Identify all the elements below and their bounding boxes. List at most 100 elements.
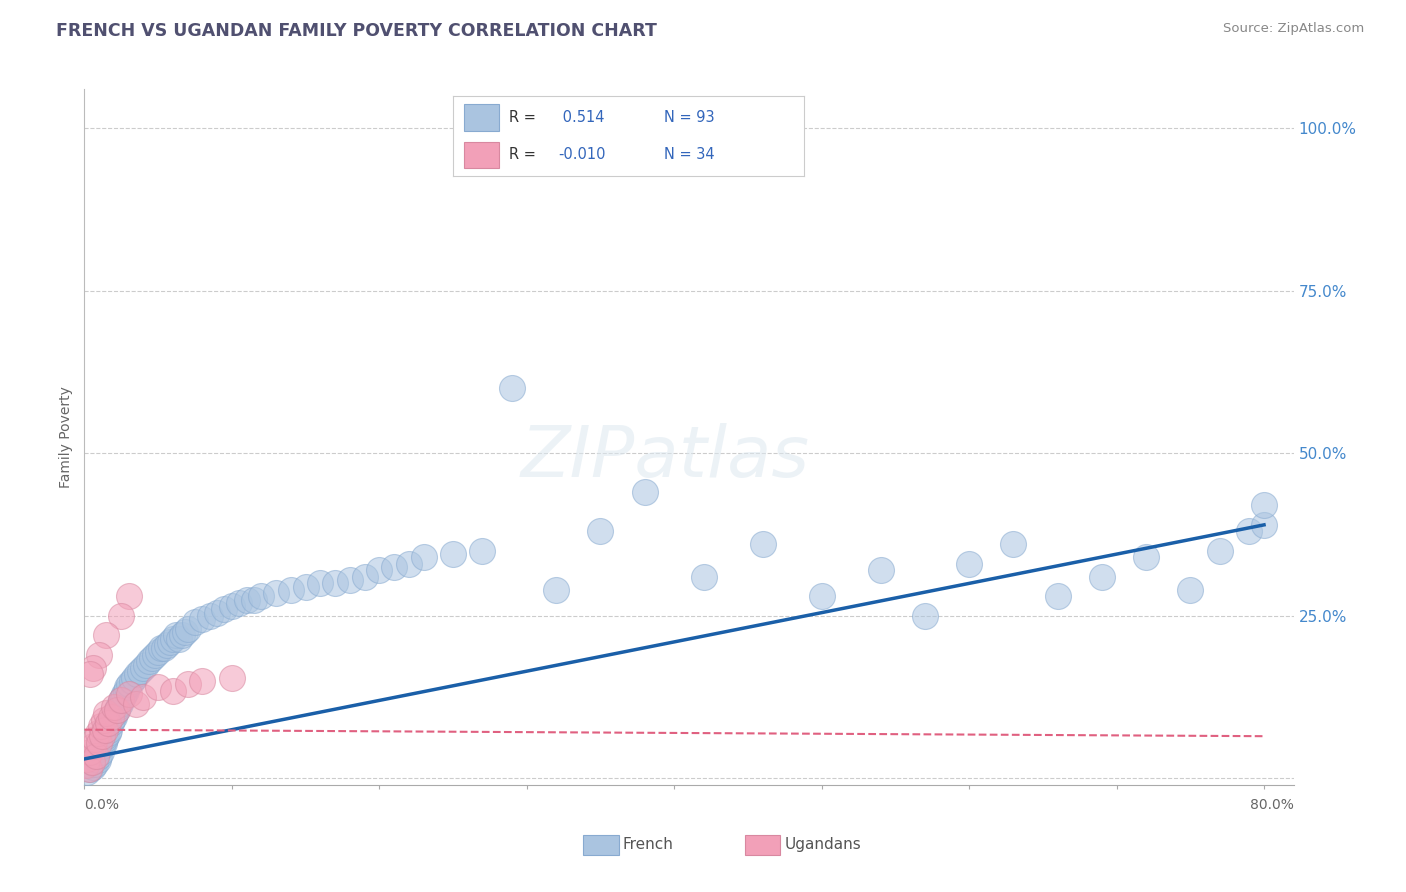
Point (176, 622, 198, 636)
Point (1046, 590, 1069, 604)
Point (96, 706, 118, 721)
Text: ZIPatlas: ZIPatlas (520, 424, 810, 492)
Point (127, 667, 149, 681)
Point (86, 726, 108, 740)
Point (173, 625, 195, 640)
Point (228, 596, 250, 610)
Point (110, 693, 132, 707)
Point (76, 752, 98, 766)
Point (280, 582, 302, 597)
Point (138, 654, 160, 668)
Point (87, 736, 110, 750)
Point (98, 723, 121, 737)
Point (692, 570, 714, 584)
Point (94, 732, 117, 747)
Text: 0.0%: 0.0% (84, 798, 120, 813)
Point (107, 700, 129, 714)
Point (1239, 524, 1261, 539)
Point (471, 544, 494, 558)
Point (114, 683, 136, 698)
Point (1135, 550, 1157, 565)
Point (339, 573, 361, 587)
Point (1209, 544, 1232, 558)
Point (198, 608, 221, 623)
Point (76, 764, 98, 779)
Point (111, 690, 134, 705)
Point (957, 557, 980, 571)
Point (132, 661, 155, 675)
Point (105, 703, 128, 717)
Point (129, 664, 152, 678)
Point (184, 615, 207, 630)
Point (96, 628, 118, 642)
Point (914, 608, 936, 623)
Point (82, 739, 104, 753)
Text: French: French (623, 838, 673, 852)
Point (124, 671, 146, 685)
Point (117, 687, 139, 701)
Point (90, 719, 112, 733)
Point (93, 713, 115, 727)
Point (132, 690, 155, 705)
Text: Ugandans: Ugandans (785, 838, 862, 852)
Point (1180, 582, 1202, 597)
Point (546, 582, 568, 597)
Point (80, 755, 103, 769)
Point (104, 706, 127, 721)
Point (96, 729, 118, 743)
Point (105, 703, 128, 717)
Point (100, 709, 122, 723)
Point (1091, 570, 1114, 584)
Point (108, 697, 131, 711)
Point (294, 580, 316, 594)
Point (83, 732, 105, 747)
Point (94, 723, 117, 737)
Point (79, 746, 101, 760)
Point (100, 716, 122, 731)
Point (146, 681, 169, 695)
Point (634, 485, 657, 500)
Point (235, 592, 257, 607)
Point (103, 700, 125, 714)
Point (323, 576, 346, 591)
Text: 80.0%: 80.0% (1250, 798, 1294, 813)
Y-axis label: Family Poverty: Family Poverty (59, 386, 73, 488)
Point (141, 651, 163, 665)
Point (214, 602, 236, 616)
Point (82, 661, 104, 675)
Point (135, 657, 157, 672)
Point (87, 748, 110, 763)
Point (162, 683, 184, 698)
Point (205, 606, 228, 620)
Point (87, 648, 110, 662)
Point (221, 599, 243, 614)
Point (150, 641, 173, 656)
Point (1253, 499, 1275, 513)
Point (101, 713, 124, 727)
Point (191, 673, 214, 688)
Point (97, 716, 120, 731)
Point (96, 719, 118, 733)
Point (121, 673, 143, 688)
Point (1253, 517, 1275, 532)
Point (159, 635, 181, 649)
Point (82, 760, 104, 774)
Point (143, 648, 166, 662)
Point (368, 563, 391, 577)
Point (112, 687, 135, 701)
Point (167, 632, 190, 646)
Point (75, 758, 97, 772)
Point (93, 736, 115, 750)
Point (810, 590, 832, 604)
Point (153, 641, 176, 656)
Point (382, 560, 405, 574)
Text: Source: ZipAtlas.com: Source: ZipAtlas.com (1223, 22, 1364, 36)
Point (250, 590, 273, 604)
Point (165, 628, 187, 642)
Text: FRENCH VS UGANDAN FAMILY POVERTY CORRELATION CHART: FRENCH VS UGANDAN FAMILY POVERTY CORRELA… (56, 22, 657, 40)
Point (117, 677, 139, 691)
Point (441, 547, 464, 561)
Point (221, 671, 243, 685)
Point (84, 748, 107, 763)
Point (80, 755, 103, 769)
